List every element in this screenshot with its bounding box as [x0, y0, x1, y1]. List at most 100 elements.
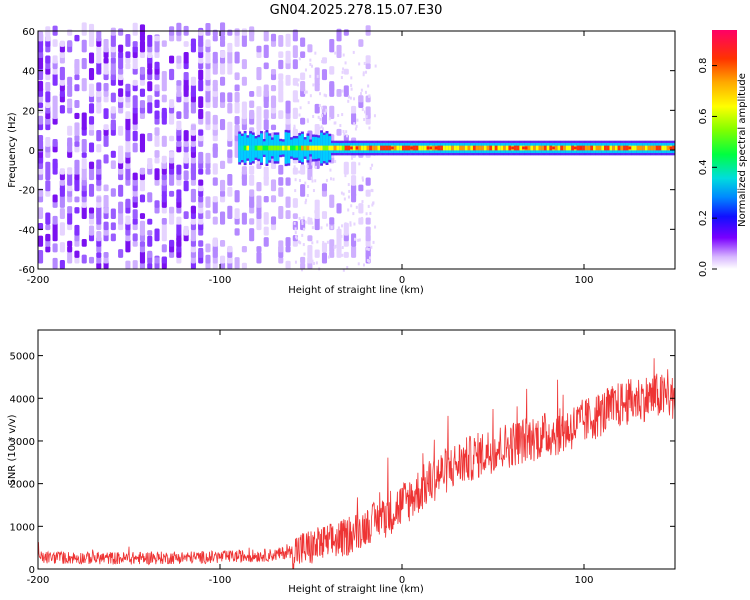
heat-cell — [341, 253, 344, 257]
heat-cell — [369, 256, 372, 260]
heat-cell — [320, 145, 324, 151]
heat-cell — [125, 198, 131, 208]
heat-cell — [132, 67, 138, 75]
heat-cell — [67, 137, 73, 147]
heat-cell — [410, 146, 414, 150]
heat-cell — [67, 240, 73, 247]
heat-cell — [321, 106, 324, 110]
heat-cell — [270, 216, 277, 225]
heat-cell — [176, 173, 182, 181]
heat-cell — [67, 245, 73, 253]
heat-cell — [314, 206, 320, 220]
heat-cell — [307, 101, 310, 105]
heat-cell — [249, 91, 255, 97]
heat-cell — [366, 145, 370, 151]
heat-cell — [341, 224, 344, 228]
heat-cell — [96, 207, 102, 214]
heat-cell — [103, 57, 109, 64]
heat-cell — [354, 127, 357, 131]
heat-cell — [256, 216, 262, 231]
y-tick-label: 3000 — [10, 437, 35, 448]
heat-cell — [183, 170, 189, 181]
heat-cell — [118, 184, 124, 197]
heat-cell — [292, 90, 298, 103]
heat-cell — [67, 251, 73, 258]
heat-cell — [344, 61, 347, 65]
heat-cell — [292, 198, 298, 208]
heat-cell — [38, 188, 44, 197]
heat-cell — [516, 145, 520, 151]
heat-cell — [110, 92, 116, 103]
heat-cell — [74, 207, 80, 214]
heat-cell — [220, 211, 226, 225]
heat-cell — [81, 22, 87, 36]
heat-cell — [59, 208, 65, 220]
heat-cell — [132, 22, 138, 36]
heat-cell — [314, 51, 317, 55]
heat-cell — [358, 95, 364, 103]
heat-cell — [329, 38, 335, 53]
heat-cell — [154, 228, 160, 242]
heat-cell — [494, 145, 498, 151]
heat-cell — [139, 213, 146, 220]
heat-cell — [118, 68, 124, 75]
heat-cell — [38, 156, 44, 164]
spectrogram-y-label: Frequency (Hz) — [7, 112, 18, 188]
heat-cell — [118, 55, 124, 70]
heat-cell — [190, 188, 196, 203]
heat-cell — [220, 160, 226, 170]
heat-cell — [486, 145, 490, 151]
heat-cell — [334, 159, 337, 163]
heat-cell — [350, 83, 353, 87]
heat-cell — [183, 211, 189, 220]
heat-cell — [103, 251, 109, 258]
heat-cell — [139, 88, 146, 97]
heat-cell — [96, 252, 102, 258]
heat-cell — [59, 90, 65, 97]
heat-cell — [365, 226, 371, 236]
heat-cell — [96, 256, 102, 264]
heat-cell — [300, 262, 306, 269]
heat-cell — [169, 55, 175, 64]
snr-series — [37, 358, 676, 570]
heat-cell — [329, 105, 335, 120]
heat-cell — [321, 69, 328, 81]
heat-cell — [205, 210, 211, 220]
heat-cell — [234, 84, 240, 92]
heat-cell — [256, 106, 262, 120]
heat-cell — [110, 119, 116, 131]
heat-cell — [161, 155, 167, 164]
snr-frame — [37, 329, 676, 570]
heat-cell — [347, 95, 350, 99]
heat-cell — [311, 226, 314, 230]
heat-cell — [74, 122, 80, 136]
heat-cell — [183, 180, 189, 192]
heat-cell — [563, 145, 566, 151]
colorbar-tick-label: 0.0 — [698, 261, 709, 277]
heat-cell — [287, 145, 291, 151]
heat-cell — [52, 257, 58, 269]
heat-cell — [349, 221, 352, 225]
heat-cell — [249, 165, 255, 175]
heat-cell — [270, 145, 274, 151]
heat-cell — [96, 30, 102, 42]
heat-cell — [234, 115, 240, 125]
heat-cell — [285, 74, 291, 86]
heat-cell — [88, 211, 95, 220]
heat-cell — [132, 41, 138, 47]
heat-cell — [263, 119, 269, 131]
heat-cell — [205, 254, 211, 264]
colorbar-tick-label: 0.8 — [698, 58, 709, 74]
heat-cell — [74, 224, 80, 236]
heat-cell — [342, 268, 345, 272]
heat-cell — [183, 71, 189, 81]
heat-cell — [351, 233, 357, 247]
x-tick-label: 0 — [399, 275, 405, 286]
heat-cell — [365, 70, 368, 74]
y-tick-label: 40 — [22, 67, 35, 78]
heat-cell — [198, 69, 204, 81]
heat-cell — [363, 118, 366, 122]
heat-cell — [81, 201, 87, 208]
heat-cell — [325, 178, 328, 182]
heat-cell — [625, 145, 629, 151]
